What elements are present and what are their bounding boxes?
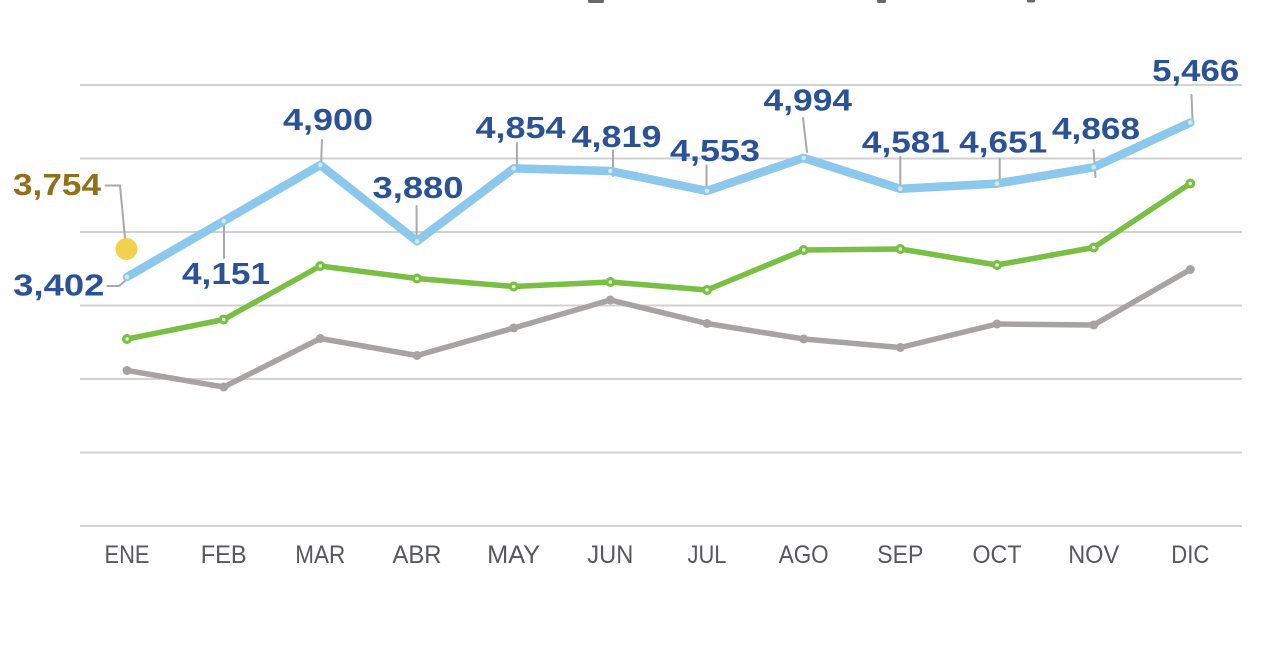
svg-text:ENE: ENE — [105, 541, 150, 569]
svg-text:ABR: ABR — [393, 541, 442, 569]
svg-text:5,466: 5,466 — [1152, 53, 1239, 88]
svg-text:MAY: MAY — [487, 541, 540, 569]
svg-text:MAR: MAR — [295, 541, 345, 569]
svg-text:OCT: OCT — [973, 541, 1022, 569]
svg-text:AGO: AGO — [779, 541, 829, 569]
svg-text:JUL: JUL — [688, 541, 727, 569]
svg-text:4,651: 4,651 — [959, 125, 1047, 160]
svg-text:JUN: JUN — [587, 541, 633, 569]
svg-text:4,994: 4,994 — [764, 82, 853, 117]
svg-text:DIC: DIC — [1171, 541, 1209, 569]
svg-text:4,819: 4,819 — [572, 119, 662, 154]
svg-text:NOV: NOV — [1068, 541, 1119, 569]
svg-text:3,402: 3,402 — [13, 268, 104, 303]
svg-text:FEB: FEB — [201, 541, 247, 569]
svg-text:4,854: 4,854 — [476, 110, 567, 145]
svg-text:SEP: SEP — [877, 541, 923, 569]
svg-text:4,151: 4,151 — [182, 256, 270, 291]
svg-text:4,868: 4,868 — [1052, 111, 1140, 146]
svg-text:4,553: 4,553 — [670, 133, 760, 168]
svg-text:3,880: 3,880 — [373, 170, 464, 205]
svg-text:4,581: 4,581 — [862, 125, 950, 160]
svg-text:4,900: 4,900 — [283, 102, 373, 137]
svg-text:3,754: 3,754 — [13, 167, 102, 202]
